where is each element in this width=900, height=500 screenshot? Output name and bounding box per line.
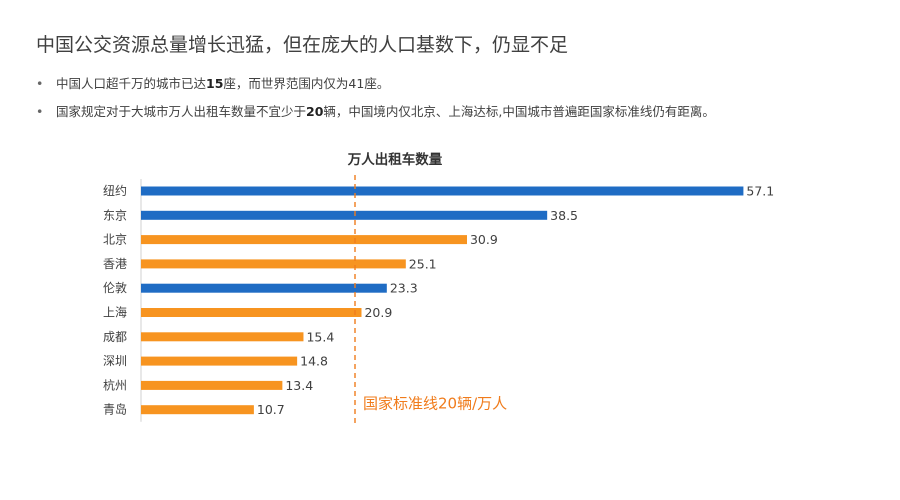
value-label: 57.1 bbox=[746, 184, 774, 199]
bar-香港 bbox=[141, 259, 406, 269]
bar-纽约 bbox=[141, 186, 744, 196]
value-label: 30.9 bbox=[470, 232, 498, 247]
bar-北京 bbox=[141, 235, 467, 245]
value-label: 23.3 bbox=[390, 281, 418, 296]
bullet-item: • 国家规定对于大城市万人出租车数量不宜少于20辆，中国境内仅北京、上海达标,中国… bbox=[36, 103, 715, 131]
category-label: 香港 bbox=[103, 257, 127, 271]
bullet-dot: • bbox=[36, 76, 44, 91]
bullet-highlight: 20 bbox=[306, 104, 324, 119]
bar-上海 bbox=[141, 308, 362, 317]
bullet-text: 中国人口超千万的城市已达 bbox=[56, 76, 207, 91]
bar-东京 bbox=[141, 210, 548, 220]
bullet-highlight: 15 bbox=[206, 76, 224, 91]
category-label: 上海 bbox=[103, 305, 127, 320]
bullet-text: 座，而世界范围内仅为41座。 bbox=[223, 76, 390, 91]
category-label: 伦敦 bbox=[103, 280, 127, 295]
bullet-dot: • bbox=[36, 104, 44, 119]
reference-line-label: 国家标准线20辆/万人 bbox=[363, 395, 507, 413]
category-label: 东京 bbox=[103, 208, 127, 222]
value-label: 10.7 bbox=[257, 402, 285, 417]
value-label: 38.5 bbox=[550, 208, 578, 223]
value-label: 15.4 bbox=[306, 329, 334, 344]
value-label: 20.9 bbox=[364, 305, 392, 320]
bullet-list: • 中国人口超千万的城市已达15座，而世界范围内仅为41座。 • 国家规定对于大城市… bbox=[36, 75, 715, 131]
taxi-bar-chart: 万人出租车数量 纽约 57.1 东京 38.5 北京 30.9 香港 25.1 伦敦 23.3 上海… bbox=[103, 151, 774, 426]
category-label: 北京 bbox=[103, 233, 127, 247]
category-label: 青岛 bbox=[103, 402, 127, 417]
category-label: 纽约 bbox=[103, 183, 127, 198]
value-label: 14.8 bbox=[300, 354, 328, 369]
bar-伦敦 bbox=[141, 283, 387, 293]
category-label: 杭州 bbox=[103, 377, 127, 392]
bullet-item: • 中国人口超千万的城市已达15座，而世界范围内仅为41座。 bbox=[36, 75, 715, 103]
bar-深圳 bbox=[141, 356, 298, 366]
chart-title: 万人出租车数量 bbox=[347, 151, 443, 168]
value-label: 25.1 bbox=[409, 256, 437, 271]
value-label: 13.4 bbox=[285, 378, 313, 393]
bullet-text: 辆，中国境内仅北京、上海达标,中国城市普遍距国家标准线仍有距离。 bbox=[323, 104, 715, 119]
bar-成都 bbox=[141, 332, 304, 342]
bullet-text: 国家规定对于大城市万人出租车数量不宜少于 bbox=[56, 104, 307, 119]
bar-青岛 bbox=[141, 405, 254, 415]
category-label: 成都 bbox=[103, 330, 127, 344]
slide-title: 中国公交资源总量增长迅猛，但在庞大的人口基数下，仍显不足 bbox=[36, 34, 569, 56]
category-label: 深圳 bbox=[103, 354, 127, 368]
bar-杭州 bbox=[141, 380, 283, 390]
